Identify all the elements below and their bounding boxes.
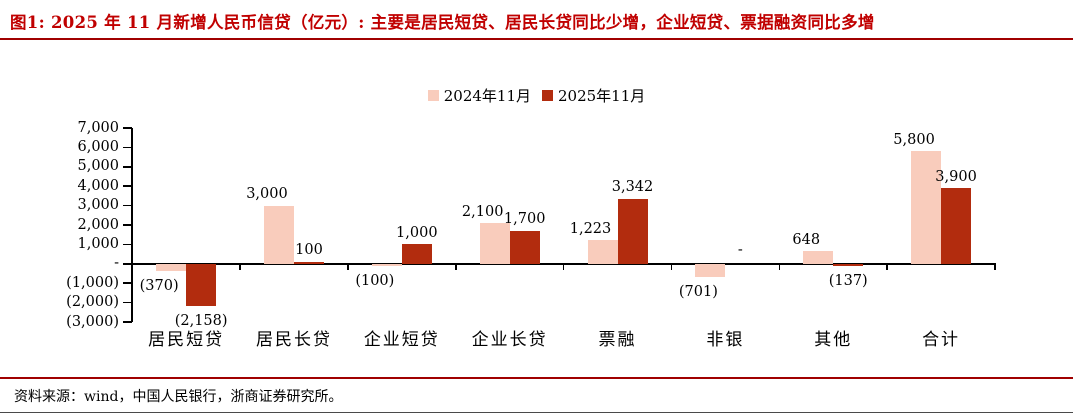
y-axis-tick-label: 1,000 [77,235,119,252]
data-label-2025-cat5: - [737,241,743,258]
y-axis-tick-label: (3,000) [66,313,119,330]
legend-label-2024: 2024年11月 [443,87,531,105]
data-label-2024-cat1: 3,000 [246,186,288,203]
y-axis-tick-mark [122,263,132,265]
y-axis-tick-mark [122,166,132,168]
source-note: 资料来源：wind，中国人民银行，浙商证券研究所。 [14,389,343,405]
data-label-2025-cat3: 1,700 [503,211,546,228]
bar-2024-cat3 [479,223,510,264]
x-axis-tick-mark [347,264,349,270]
bar-2025-cat6 [833,263,864,267]
y-axis-tick-label: 3,000 [77,197,119,214]
data-label-2025-cat0: (2,158) [174,312,228,329]
y-axis-tick-mark [122,321,132,323]
y-axis-tick-mark [122,301,132,304]
bar-2025-cat0 [186,263,217,306]
y-axis-tick-mark [122,282,132,284]
bar-2024-cat0 [156,263,187,271]
legend-label-2025: 2025年11月 [558,87,646,105]
y-axis-tick-label: 5,000 [77,158,119,175]
footer-divider-black [0,412,1073,413]
x-axis-category-label: 企业短贷 [363,330,440,350]
y-axis-tick-label: 7,000 [77,119,119,136]
data-label-2024-cat4: 1,223 [569,220,612,237]
bar-2024-cat2 [371,263,402,266]
x-axis-tick-mark [778,264,781,270]
y-axis-tick-label: (1,000) [66,274,119,291]
x-axis-tick-mark [670,264,673,270]
y-axis-tick-mark [122,146,132,149]
y-axis-tick-mark [122,224,132,226]
data-label-2024-cat5: (701) [678,284,718,301]
bar-2025-cat2 [401,244,432,264]
y-axis-tick-label: (2,000) [66,294,119,311]
y-axis-line [131,128,134,323]
bar-2024-cat6 [803,251,834,264]
bar-2024-cat4 [587,240,618,264]
x-axis-line [131,262,996,265]
data-label-2024-cat6: 648 [792,231,821,248]
x-axis-category-label: 其他 [814,330,853,350]
data-label-2025-cat1: 100 [295,242,323,259]
data-label-2024-cat0: (370) [139,277,179,294]
x-axis-tick-mark [239,264,241,270]
data-label-2024-cat2: (100) [355,272,395,289]
x-axis-category-label: 非银 [706,330,745,350]
bar-2024-cat5 [695,263,726,278]
y-axis-tick-label: 2,000 [77,216,119,233]
x-axis-category-label: 票融 [598,330,637,350]
legend-item-2024: 2024年11月 [427,85,531,106]
y-axis-tick-mark [122,204,132,207]
x-axis-category-label: 合计 [922,330,961,350]
bar-2024-cat7 [911,151,942,264]
bar-2024-cat1 [263,205,294,264]
x-axis-category-label: 居民长贷 [255,330,332,350]
x-axis-tick-mark [886,264,888,270]
y-axis-tick-mark [122,243,132,246]
y-axis-tick-mark [122,127,132,129]
data-label-2025-cat7: 3,900 [935,168,977,185]
bar-2025-cat4 [617,198,648,264]
x-axis-tick-mark [562,264,565,270]
data-label-2025-cat2: 1,000 [396,224,438,241]
x-axis-tick-mark [131,264,133,270]
x-axis-tick-mark [994,264,996,270]
y-axis-tick-label: - [114,255,119,272]
data-label-2025-cat4: 3,342 [611,179,654,196]
data-label-2024-cat3: 2,100 [461,203,504,220]
legend-swatch-2025 [542,90,553,101]
bar-2025-cat3 [509,230,540,264]
chart-legend: 2024年11月 2025年11月 [0,85,1073,106]
x-axis-category-label: 企业长贷 [471,330,548,350]
legend-swatch-2024 [427,90,439,101]
y-axis-tick-label: 6,000 [77,138,119,155]
data-label-2024-cat7: 5,800 [893,131,935,148]
y-axis-tick-label: 4,000 [77,177,119,194]
legend-item-2025: 2025年11月 [542,85,645,106]
footer-divider-red [0,377,1073,379]
bar-2025-cat7 [941,188,972,264]
x-axis-tick-mark [455,264,457,270]
data-label-2025-cat6: (137) [828,273,868,290]
title-divider [0,38,1073,40]
x-axis-category-label: 居民短贷 [148,330,225,350]
y-axis-tick-mark [122,185,132,187]
bar-2025-cat1 [293,261,324,264]
figure-title: 图1: 2025 年 11 月新增人民币信贷（亿元）: 主要是居民短贷、居民长贷… [10,13,875,32]
